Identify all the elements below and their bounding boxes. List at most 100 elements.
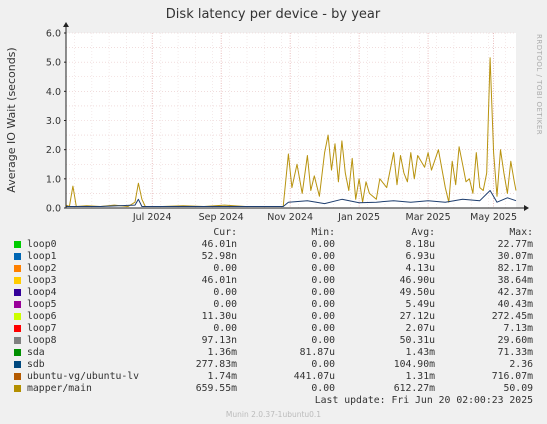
- legend-min: 0.00: [311, 383, 335, 394]
- y-tick-label: 3.0: [46, 116, 61, 127]
- legend-name: loop1: [27, 251, 57, 262]
- legend-max: 22.77m: [497, 239, 533, 250]
- legend-swatch: [14, 265, 21, 272]
- legend-name: sdb: [27, 359, 45, 370]
- series-line-sda: [66, 190, 517, 207]
- y-tick-label: 2.0: [46, 145, 61, 156]
- legend-row-ubuntu-vg-ubuntu-lv: ubuntu-vg/ubuntu-lv 1.74m 441.07u 1.31m 716.…: [0, 371, 547, 383]
- legend-min: 0.00: [311, 299, 335, 310]
- legend-max: 272.45m: [491, 311, 533, 322]
- header-cur: Cur:: [213, 227, 237, 238]
- legend-min: 0.00: [311, 239, 335, 250]
- legend-swatch: [14, 301, 21, 308]
- legend-cur: 659.55m: [195, 383, 237, 394]
- legend-cur: 0.00: [213, 287, 237, 298]
- legend-max: 82.17m: [497, 263, 533, 274]
- legend-max: 7.13m: [503, 323, 534, 334]
- legend-min: 0.00: [311, 287, 335, 298]
- chart-title: Disk latency per device - by year: [166, 7, 381, 22]
- legend-name: loop0: [27, 239, 57, 250]
- legend-min: 0.00: [311, 359, 335, 370]
- footer-version: Munin 2.0.37-1ubuntu0.1: [225, 410, 322, 419]
- legend-cur: 0.00: [213, 299, 237, 310]
- legend-name: loop3: [27, 275, 57, 286]
- y-tick-label: 5.0: [46, 58, 61, 69]
- legend-name: mapper/main: [27, 383, 92, 394]
- legend-min: 0.00: [311, 311, 335, 322]
- legend-max: 50.09: [503, 383, 534, 394]
- legend-avg: 612.27m: [393, 383, 435, 394]
- legend-max: 2.36: [509, 359, 533, 370]
- legend-name: loop5: [27, 299, 57, 310]
- legend-swatch: [14, 373, 21, 380]
- x-tick-labels: Jul 2024 Sep 2024 Nov 2024 Jan 2025 Mar 2025…: [132, 212, 517, 223]
- legend-cur: 52.98n: [201, 251, 237, 262]
- legend-row-loop2: loop2 0.00 0.00 4.13u 82.17m: [0, 263, 547, 275]
- legend-max: 716.07m: [491, 371, 533, 382]
- legend-cur: 1.74m: [207, 371, 238, 382]
- legend-avg: 2.07u: [405, 323, 436, 334]
- legend-row-loop8: loop8 97.13n 0.00 50.31u 29.60m: [0, 335, 547, 347]
- legend-name: loop7: [27, 323, 57, 334]
- legend-swatch: [14, 337, 21, 344]
- legend-cur: 277.83m: [195, 359, 237, 370]
- y-axis-label: Average IO Wait (seconds): [5, 47, 18, 192]
- rrdtool-watermark: RRDTOOL / TOBI OETIKER: [535, 34, 543, 135]
- legend-row-sda: sda 1.36m 81.87u 1.43m 71.33m: [0, 347, 547, 359]
- legend-name: sda: [27, 347, 45, 358]
- legend-max: 29.60m: [497, 335, 533, 346]
- x-tick-label: Jul 2024: [132, 212, 172, 223]
- legend-cur: 46.01n: [201, 239, 237, 250]
- legend-swatch: [14, 241, 21, 248]
- legend-row-loop0: loop0 46.01n 0.00 8.18u 22.77m: [0, 239, 547, 251]
- legend-swatch: [14, 253, 21, 260]
- legend-avg: 1.31m: [405, 371, 436, 382]
- legend-avg: 49.50u: [399, 287, 435, 298]
- legend-cur: 97.13n: [201, 335, 237, 346]
- legend-name: loop6: [27, 311, 57, 322]
- legend-cur: 46.01n: [201, 275, 237, 286]
- legend-min: 441.07u: [293, 371, 335, 382]
- legend-min: 0.00: [311, 263, 335, 274]
- legend-row-loop3: loop3 46.01n 0.00 46.90u 38.64m: [0, 275, 547, 287]
- grid: [66, 32, 516, 209]
- legend-row-loop1: loop1 52.98n 0.00 6.93u 30.07m: [0, 251, 547, 263]
- y-tick-label: 0.0: [46, 204, 61, 215]
- legend-avg: 4.13u: [405, 263, 436, 274]
- chart: Disk latency per device - by year RRDTOO…: [5, 7, 543, 223]
- legend-header: Cur: Min: Avg: Max:: [0, 227, 547, 239]
- legend-row-loop6: loop6 11.30u 0.00 27.12u 272.45m: [0, 311, 547, 323]
- legend-swatch: [14, 349, 21, 356]
- y-axis-arrow: [63, 22, 69, 27]
- legend-max: 71.33m: [497, 347, 533, 358]
- legend-swatch: [14, 289, 21, 296]
- legend-swatch: [14, 385, 21, 392]
- x-tick-label: Jan 2025: [337, 212, 380, 223]
- legend-cur: 11.30u: [201, 311, 237, 322]
- legend-swatch: [14, 361, 21, 368]
- legend-row-loop7: loop7 0.00 0.00 2.07u 7.13m: [0, 323, 547, 335]
- header-max: Max:: [509, 227, 533, 238]
- x-tick-label: May 2025: [470, 212, 517, 223]
- legend-name: loop2: [27, 263, 57, 274]
- legend-swatch: [14, 277, 21, 284]
- series-line-mapper-main: [65, 57, 517, 207]
- legend-swatch: [14, 313, 21, 320]
- legend-max: 38.64m: [497, 275, 533, 286]
- legend-min: 0.00: [311, 323, 335, 334]
- legend-avg: 27.12u: [399, 311, 435, 322]
- x-tick-label: Nov 2024: [267, 212, 313, 223]
- legend-max: 40.43m: [497, 299, 533, 310]
- x-tick-label: Mar 2025: [406, 212, 451, 223]
- legend-row-sdb: sdb 277.83m 0.00 104.90m 2.36: [0, 359, 547, 371]
- legend-name: loop8: [27, 335, 57, 346]
- legend-row-mapper-main: mapper/main 659.55m 0.00 612.27m 50.09: [0, 383, 547, 395]
- legend-name: loop4: [27, 287, 57, 298]
- y-tick-label: 6.0: [46, 29, 61, 40]
- legend-cur: 1.36m: [207, 347, 238, 358]
- legend-cur: 0.00: [213, 263, 237, 274]
- legend-avg: 104.90m: [393, 359, 435, 370]
- legend-avg: 6.93u: [405, 251, 436, 262]
- header-avg: Avg:: [411, 227, 435, 238]
- legend-swatch: [14, 325, 21, 332]
